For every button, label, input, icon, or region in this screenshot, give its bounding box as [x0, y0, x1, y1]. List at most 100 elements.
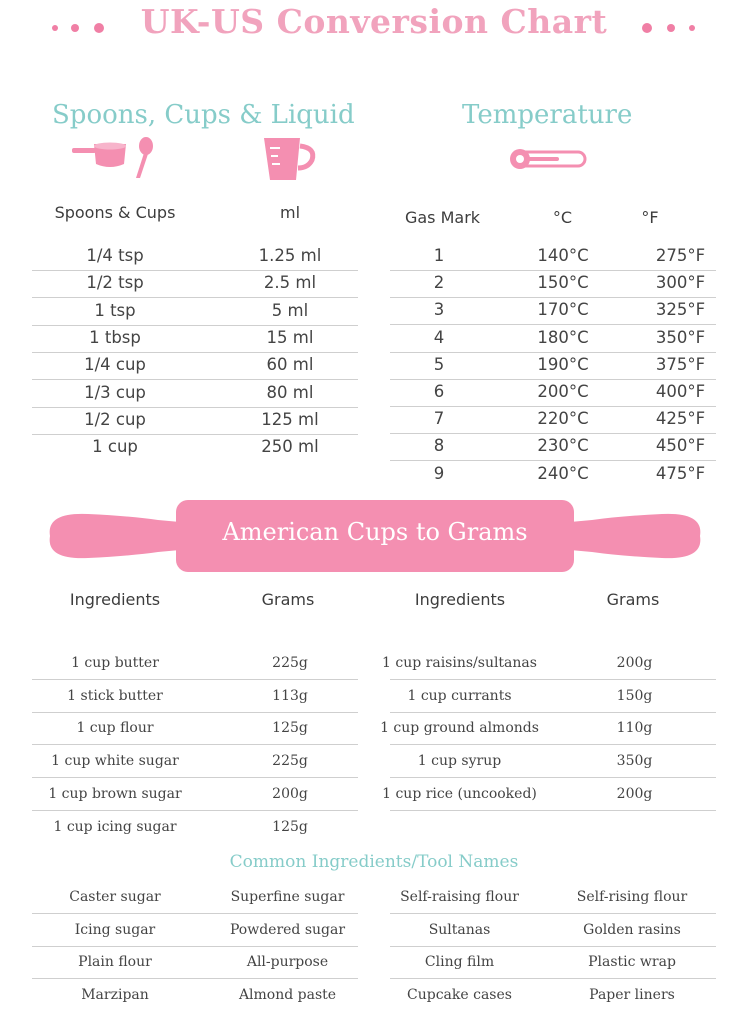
- us-name: Plastic wrap: [588, 954, 676, 971]
- gas-mark-value: 9: [433, 463, 445, 483]
- ingredient-name: 1 cup raisins/sultanas: [382, 655, 537, 671]
- spoon-measure: 1 tbsp: [89, 327, 141, 347]
- row-divider: [32, 945, 358, 947]
- spoon-icon: [136, 137, 153, 178]
- spoons-row: 1/4 cup 60 ml: [30, 352, 380, 378]
- grams-value: 150g: [616, 687, 653, 704]
- grams-row: 1 stick butter 113g: [30, 680, 380, 712]
- grams-banner-title: American Cups to Grams: [222, 518, 528, 546]
- names-heading: Common Ingredients/Tool Names: [229, 852, 519, 872]
- grams-row: 1 cup white sugar 225g: [30, 745, 380, 777]
- us-name: Superfine sugar: [230, 889, 345, 905]
- ingredient-name: 1 stick butter: [67, 687, 163, 704]
- temperature-row: 1 140°C 275°F: [390, 243, 723, 269]
- us-name: Paper liners: [589, 987, 675, 1004]
- grams-row: 1 cup brown sugar 200g: [30, 778, 380, 810]
- spoon-measure: 1 tsp: [94, 300, 136, 320]
- row-divider: [390, 297, 716, 299]
- temperature-row: 4 180°C 350°F: [390, 325, 723, 351]
- decor-dot: [71, 24, 79, 32]
- spoon-measure: 1/3 cup: [84, 382, 146, 402]
- fahrenheit-value: 375°F: [655, 354, 706, 374]
- fahrenheit-value: 475°F: [655, 463, 706, 483]
- row-divider: [32, 406, 358, 408]
- row-divider: [390, 378, 716, 380]
- ml-value: 80 ml: [266, 382, 314, 402]
- uk-name: Marzipan: [81, 987, 149, 1004]
- decor-dot: [667, 24, 675, 32]
- us-name: Golden rasins: [583, 921, 681, 938]
- ingredient-name: 1 cup flour: [76, 720, 154, 737]
- ingredient-name: 1 cup ground almonds: [380, 720, 539, 737]
- ml-value: 60 ml: [266, 355, 314, 375]
- temperature-row: 6 200°C 400°F: [390, 379, 723, 405]
- row-divider: [32, 324, 358, 326]
- spoons-row: 1 tbsp 15 ml: [30, 325, 380, 351]
- row-divider: [390, 945, 716, 947]
- grams-value: 113g: [272, 687, 308, 704]
- names-row: Icing sugar Powdered sugar: [30, 914, 375, 946]
- ingredient-name: 1 cup butter: [71, 655, 159, 671]
- celsius-value: 190°C: [537, 354, 589, 374]
- spoon-measure: 1/2 tsp: [86, 273, 144, 293]
- decor-dot: [689, 25, 695, 31]
- us-name: Self-rising flour: [576, 889, 688, 905]
- uk-name: Plain flour: [78, 954, 152, 971]
- grams-row: 1 cup currants 150g: [372, 680, 722, 712]
- uk-name: Cupcake cases: [407, 987, 512, 1004]
- names-row: Sultanas Golden rasins: [372, 914, 717, 946]
- row-divider: [390, 744, 716, 746]
- row-divider: [32, 777, 358, 779]
- row-divider: [390, 978, 716, 980]
- us-name: Powdered sugar: [229, 921, 346, 938]
- rolling-pin-icon: [49, 500, 701, 572]
- gas-mark-value: 7: [433, 409, 445, 429]
- gas-mark-value: 5: [433, 354, 445, 374]
- grams-value: 110g: [616, 720, 653, 737]
- celsius-value: 140°C: [537, 246, 589, 265]
- temperature-row: 9 240°C 475°F: [390, 461, 723, 487]
- grams-value: 350g: [616, 753, 653, 770]
- spoons-row: 1/4 tsp 1.25 ml: [30, 243, 380, 269]
- row-divider: [32, 351, 358, 353]
- row-divider: [32, 913, 358, 914]
- ingredient-name: 1 cup icing sugar: [53, 818, 177, 835]
- ingredient-name: 1 cup white sugar: [51, 753, 179, 770]
- row-divider: [390, 809, 716, 811]
- fahrenheit-value: 300°F: [655, 273, 706, 293]
- names-row: Cling film Plastic wrap: [372, 946, 717, 978]
- gas-mark-col-header: Gas Mark: [404, 208, 481, 227]
- row-divider: [32, 270, 358, 271]
- row-divider: [390, 433, 716, 435]
- row-divider: [390, 460, 716, 462]
- row-divider: [32, 809, 358, 811]
- row-divider: [390, 913, 716, 914]
- fahrenheit-value: 275°F: [655, 246, 706, 265]
- uk-name: Caster sugar: [69, 889, 161, 905]
- ingredients-col-header-left: Ingredients: [69, 590, 161, 609]
- grams-col-header-right: Grams: [606, 590, 660, 609]
- fahrenheit-col-header: °F: [641, 208, 659, 227]
- grams-row: 1 cup syrup 350g: [372, 745, 722, 777]
- measuring-jug-icon: [264, 138, 316, 180]
- spoons-col-header: Spoons & Cups: [54, 203, 176, 222]
- spoons-row: 1 cup 250 ml: [30, 434, 380, 460]
- ml-value: 2.5 ml: [263, 273, 317, 293]
- us-name: Almond paste: [238, 987, 337, 1004]
- us-name: All-purpose: [246, 954, 329, 971]
- spoon-measure: 1/4 tsp: [86, 246, 144, 265]
- spoon-measure: 1/2 cup: [84, 409, 146, 429]
- temperature-heading: Temperature: [462, 100, 633, 130]
- gas-mark-value: 2: [433, 273, 445, 293]
- ml-col-header: ml: [279, 203, 301, 222]
- celsius-value: 180°C: [537, 327, 589, 347]
- grams-row: 1 cup raisins/sultanas 200g: [372, 647, 722, 679]
- gas-mark-value: 8: [433, 436, 445, 456]
- celsius-value: 200°C: [537, 382, 589, 401]
- row-divider: [390, 351, 716, 353]
- row-divider: [390, 270, 716, 271]
- celsius-value: 220°C: [537, 409, 589, 429]
- grams-value: 200g: [272, 785, 308, 802]
- temperature-row: 7 220°C 425°F: [390, 406, 723, 432]
- row-divider: [32, 679, 358, 680]
